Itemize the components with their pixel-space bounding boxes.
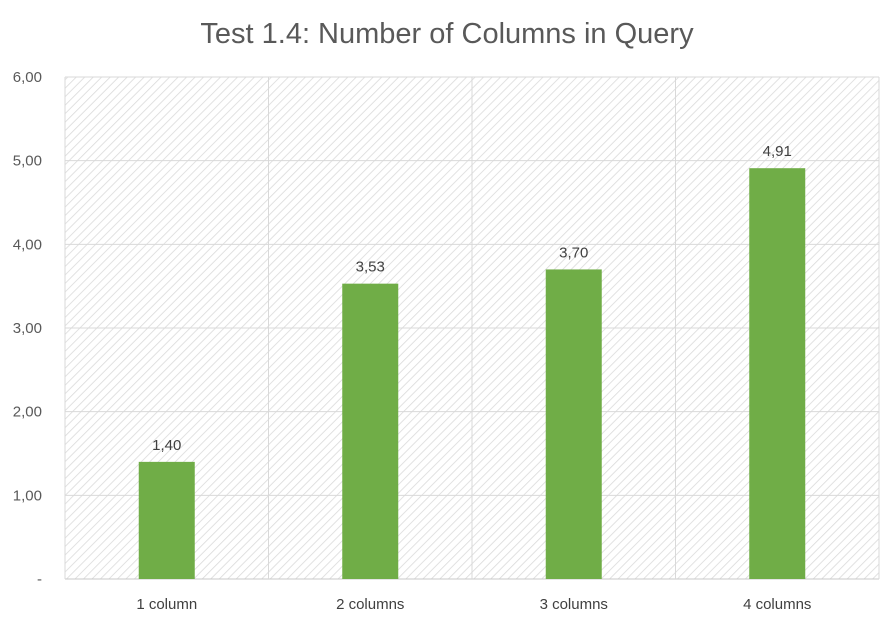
data-labels: 1,40 3,53 3,70 4,91 [152, 143, 792, 454]
y-tick-label: 4,00 [13, 236, 42, 253]
bar [749, 168, 806, 580]
bar [545, 269, 602, 579]
bars [138, 168, 806, 580]
x-category-label: 1 column [136, 596, 197, 613]
x-axis-category-labels: 1 column 2 columns 3 columns 4 columns [136, 596, 811, 613]
data-label: 4,91 [763, 143, 792, 160]
gridlines [64, 76, 880, 580]
y-tick-label: 5,00 [13, 153, 42, 170]
y-axis-tick-labels: - 1,00 2,00 3,00 4,00 5,00 6,00 [13, 69, 42, 588]
y-tick-label: 6,00 [13, 69, 42, 86]
y-tick-label: - [37, 571, 42, 588]
data-label: 1,40 [152, 437, 181, 454]
y-tick-label: 2,00 [13, 404, 42, 421]
bar [342, 283, 399, 579]
chart-title: Test 1.4: Number of Columns in Query [200, 18, 694, 50]
x-category-label: 3 columns [540, 596, 608, 613]
x-category-label: 2 columns [336, 596, 404, 613]
bar [138, 461, 195, 579]
y-tick-label: 3,00 [13, 320, 42, 337]
x-category-label: 4 columns [743, 596, 811, 613]
data-label: 3,70 [559, 244, 588, 261]
data-label: 3,53 [356, 259, 385, 276]
y-tick-label: 1,00 [13, 487, 42, 504]
